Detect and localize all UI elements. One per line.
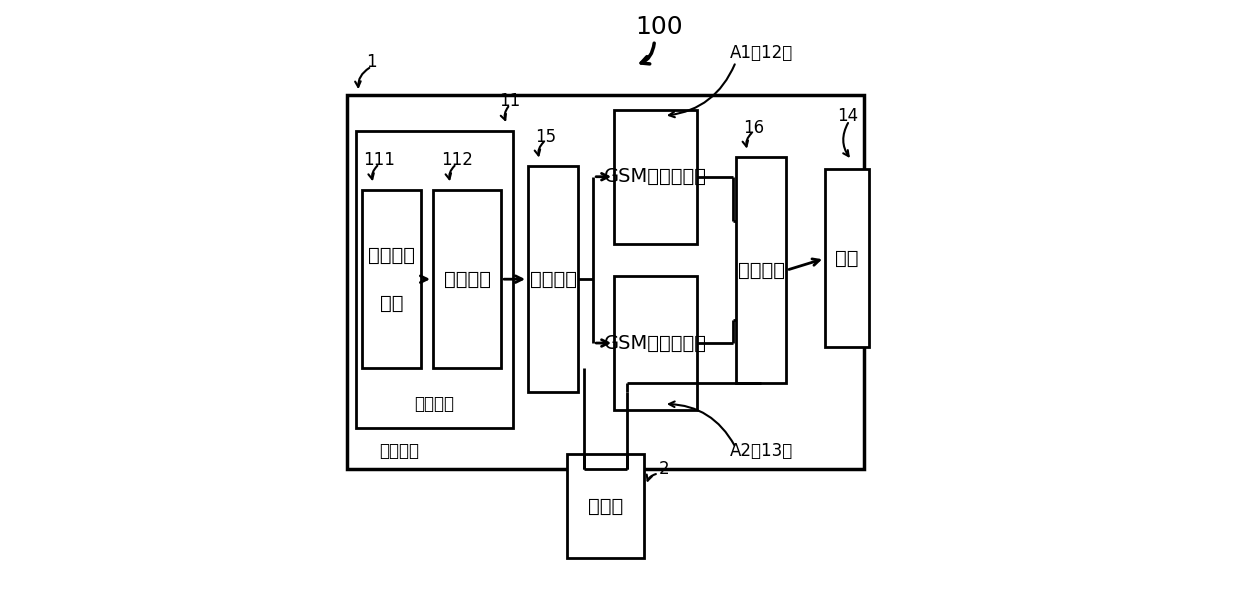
Text: 16: 16 (743, 119, 764, 137)
Text: 1: 1 (366, 53, 377, 71)
Text: 处理器: 处理器 (588, 497, 622, 516)
Text: 100: 100 (635, 15, 682, 39)
Bar (356, 131, 513, 428)
Text: 匹配电路: 匹配电路 (444, 270, 491, 289)
Bar (567, 454, 644, 558)
Text: 112: 112 (440, 151, 472, 169)
Text: 11: 11 (500, 92, 521, 110)
Text: 选择单元: 选择单元 (738, 261, 785, 280)
Text: 选择单元: 选择单元 (529, 270, 577, 289)
Text: GSM线性放大器: GSM线性放大器 (604, 334, 707, 352)
Text: 射频模组: 射频模组 (414, 395, 454, 413)
Bar (614, 110, 697, 244)
Text: 15: 15 (536, 128, 557, 146)
Text: A1（12）: A1（12） (730, 45, 794, 62)
Bar (825, 169, 869, 347)
Bar (735, 157, 786, 383)
Text: GSM饱和放大器: GSM饱和放大器 (604, 168, 707, 186)
Text: 14: 14 (837, 107, 858, 125)
Text: 2: 2 (658, 460, 670, 478)
Bar (362, 190, 422, 368)
Bar (528, 166, 578, 392)
Bar (347, 95, 863, 469)
Text: 电路: 电路 (379, 293, 403, 312)
Bar (433, 190, 501, 368)
Text: 天线: 天线 (836, 249, 859, 268)
Text: 111: 111 (363, 151, 396, 169)
Text: A2（13）: A2（13） (730, 443, 794, 460)
Text: 射频收发: 射频收发 (368, 246, 415, 265)
Bar (614, 276, 697, 410)
Text: 天线组件: 天线组件 (379, 443, 419, 460)
